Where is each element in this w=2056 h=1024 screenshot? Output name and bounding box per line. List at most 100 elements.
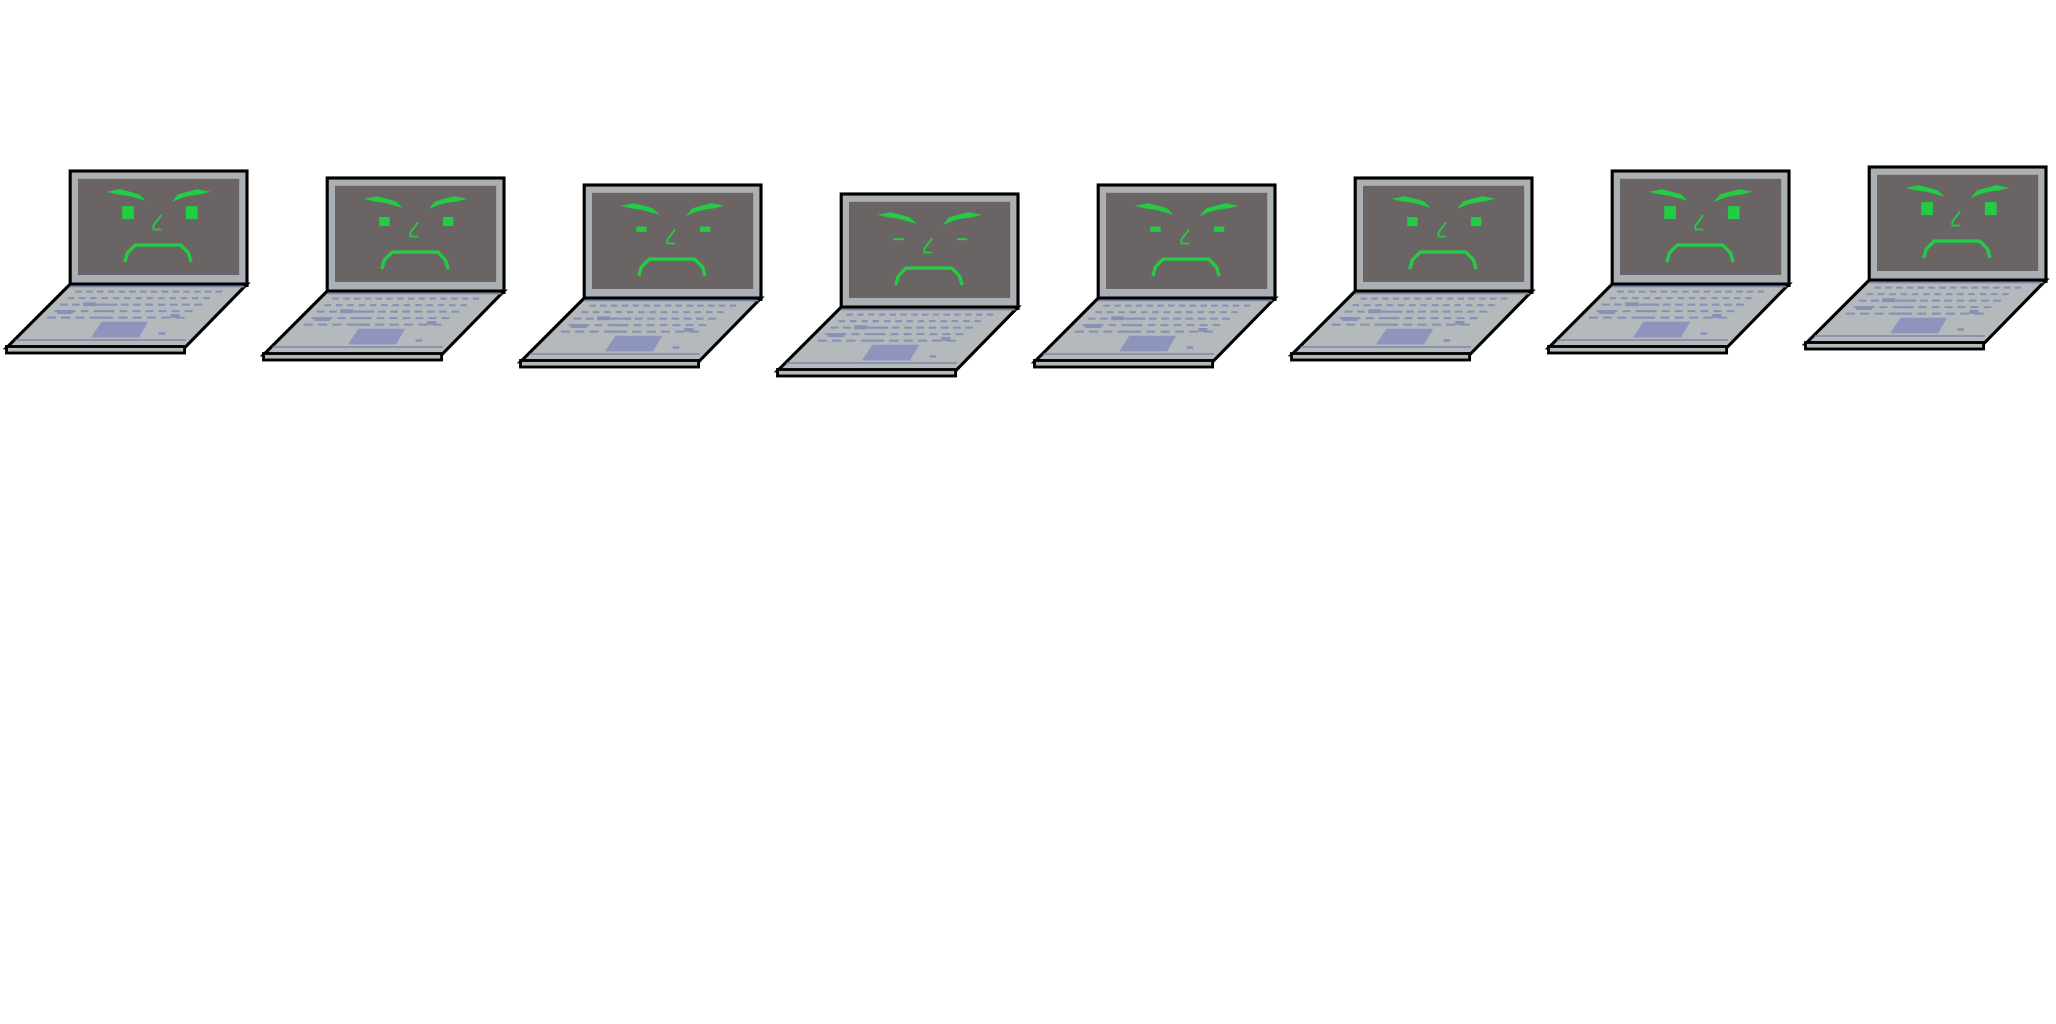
- laptop-screen: [1106, 192, 1268, 289]
- angry-laptop-icon: [620, 203, 725, 277]
- left-eyebrow-icon: [877, 212, 917, 224]
- keyboard: [1074, 304, 1251, 333]
- laptop-base: [1801, 278, 2050, 351]
- angry-laptop-icon: [1905, 185, 2010, 259]
- angry-laptop-icon: [877, 212, 982, 286]
- right-eyebrow-icon: [1199, 203, 1239, 217]
- trackpad: [605, 335, 663, 352]
- angry-laptop-icon: [1134, 203, 1239, 277]
- laptop-base: [259, 289, 508, 362]
- laptop-lid: [1610, 169, 1791, 287]
- right-eye-icon: [956, 238, 968, 241]
- frown-mouth-icon: [1151, 257, 1221, 277]
- frames-row: [2, 165, 2050, 378]
- nose-icon: [1437, 221, 1447, 238]
- laptop-base: [2, 282, 251, 355]
- trackpad: [91, 321, 149, 338]
- laptop-screen: [1363, 185, 1525, 282]
- left-eye-icon: [1150, 226, 1161, 232]
- left-eyebrow-icon: [1134, 203, 1174, 215]
- left-eyebrow-icon: [620, 203, 660, 215]
- laptop-lid: [68, 169, 249, 287]
- laptop-base: [1030, 296, 1279, 369]
- left-eyebrow-icon: [363, 196, 403, 208]
- right-eyebrow-icon: [1713, 189, 1753, 203]
- laptop-base: [1287, 289, 1536, 362]
- frown-mouth-icon: [1408, 250, 1478, 270]
- angry-laptop-icon: [1391, 196, 1496, 270]
- frame-1: [2, 169, 251, 355]
- frame-5: [1030, 183, 1279, 369]
- laptop-screen: [592, 192, 754, 289]
- right-eyebrow-icon: [171, 189, 211, 203]
- nose-icon: [666, 228, 676, 245]
- left-eye-icon: [379, 217, 390, 227]
- angry-laptop-icon: [1648, 189, 1753, 263]
- laptop-screen: [78, 178, 240, 275]
- laptop-base: [773, 305, 1022, 378]
- frame-3: [516, 183, 765, 369]
- laptop-lid: [1353, 176, 1534, 294]
- left-eyebrow-icon: [106, 189, 146, 201]
- right-eye-icon: [185, 206, 198, 220]
- right-eyebrow-icon: [685, 203, 725, 217]
- frown-mouth-icon: [894, 266, 964, 286]
- laptop-screen: [849, 201, 1011, 298]
- keyboard: [560, 304, 737, 333]
- keyboard: [46, 290, 223, 319]
- nose-icon: [1951, 210, 1961, 227]
- angry-laptop-icon: [106, 189, 211, 263]
- trackpad: [862, 344, 920, 361]
- right-eye-icon: [1470, 217, 1482, 227]
- right-eye-icon: [442, 217, 454, 227]
- keyboard: [1588, 290, 1765, 319]
- right-eye-icon: [1727, 206, 1740, 220]
- frown-mouth-icon: [1665, 243, 1735, 263]
- right-eye-icon: [699, 226, 711, 232]
- trackpad: [1633, 321, 1691, 338]
- frown-mouth-icon: [123, 243, 193, 263]
- laptop-base: [516, 296, 765, 369]
- trackpad: [1119, 335, 1177, 352]
- laptop-lid: [582, 183, 763, 301]
- laptop-lid: [1867, 165, 2048, 283]
- keyboard: [1845, 286, 2022, 315]
- left-eyebrow-icon: [1648, 189, 1688, 201]
- nose-icon: [409, 221, 419, 238]
- right-eyebrow-icon: [428, 196, 468, 210]
- left-eye-icon: [893, 238, 904, 241]
- frame-4: [773, 192, 1022, 378]
- left-eye-icon: [1664, 206, 1676, 220]
- keyboard: [303, 297, 480, 326]
- right-eye-icon: [1984, 202, 1997, 216]
- frame-6: [1287, 176, 1536, 362]
- nose-icon: [152, 214, 162, 231]
- laptop-lid: [325, 176, 506, 294]
- right-eye-icon: [1213, 226, 1225, 232]
- left-eyebrow-icon: [1905, 185, 1945, 197]
- laptop-lid: [1096, 183, 1277, 301]
- laptop-screen: [335, 185, 497, 282]
- right-eyebrow-icon: [1970, 185, 2010, 199]
- left-eyebrow-icon: [1391, 196, 1431, 208]
- trackpad: [348, 328, 406, 345]
- laptop-lid: [839, 192, 1020, 310]
- right-eyebrow-icon: [1456, 196, 1496, 210]
- keyboard: [817, 313, 994, 342]
- nose-icon: [1180, 228, 1190, 245]
- trackpad: [1376, 328, 1434, 345]
- left-eye-icon: [1921, 202, 1933, 216]
- frown-mouth-icon: [380, 250, 450, 270]
- frame-7: [1544, 169, 1793, 355]
- left-eye-icon: [636, 226, 647, 232]
- laptop-screen: [1620, 178, 1782, 275]
- keyboard: [1331, 297, 1508, 326]
- frame-8: [1801, 165, 2050, 351]
- nose-icon: [1694, 214, 1704, 231]
- nose-icon: [923, 237, 933, 254]
- laptop-screen: [1877, 174, 2039, 271]
- left-eye-icon: [1407, 217, 1418, 227]
- left-eye-icon: [122, 206, 134, 220]
